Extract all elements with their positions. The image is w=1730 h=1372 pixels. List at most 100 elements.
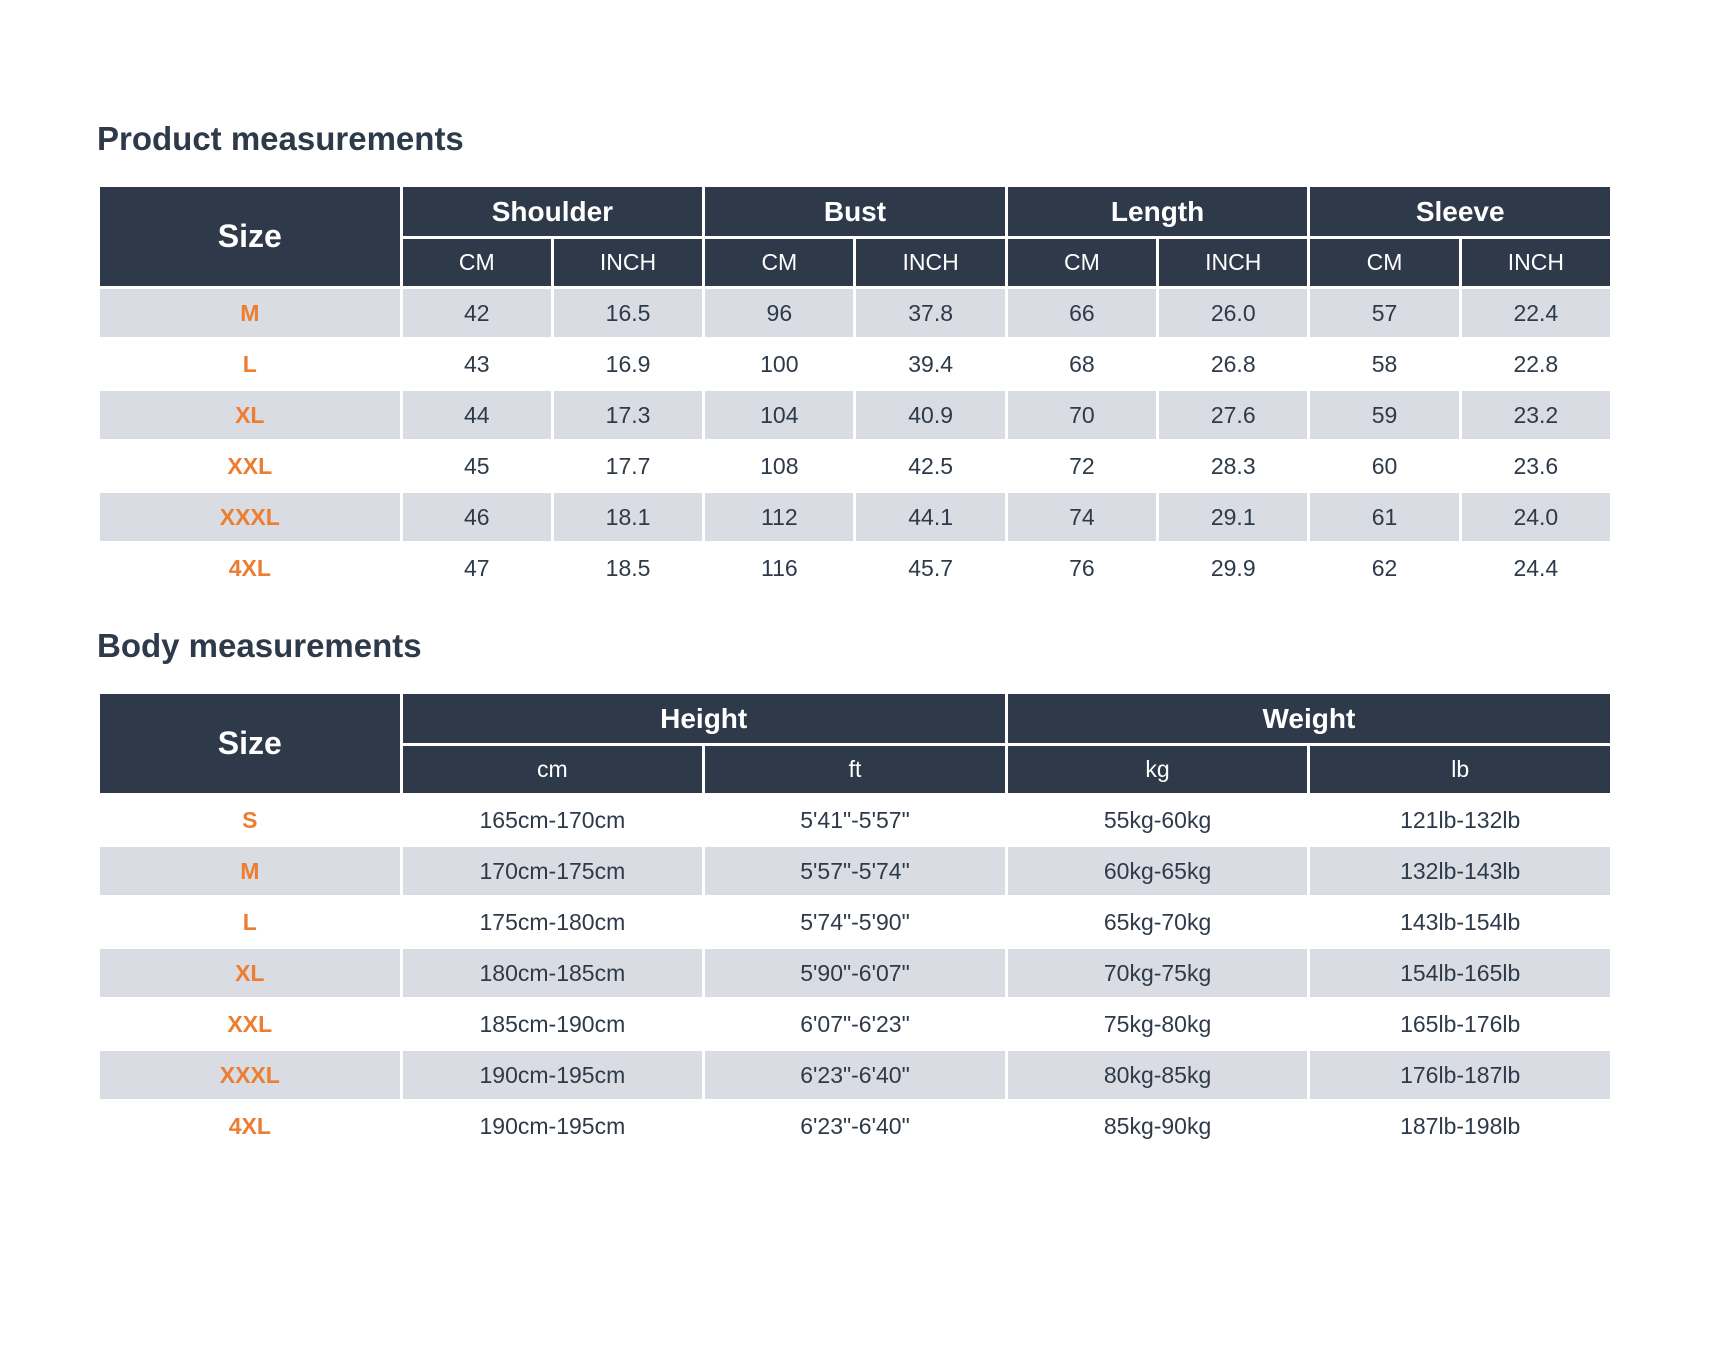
size-cell: XXXL [97, 490, 403, 544]
value-cell: 5'41"-5'57" [702, 793, 1008, 847]
value-cell: 154lb-165lb [1307, 946, 1613, 1000]
value-cell: 175cm-180cm [399, 895, 706, 949]
weight-lb-header: lb [1307, 743, 1613, 796]
sleeve-inch-header: INCH [1458, 236, 1614, 289]
value-cell: 66 [1004, 286, 1160, 340]
size-cell: 4XL [97, 541, 403, 595]
value-cell: 58 [1307, 337, 1462, 391]
value-cell: 74 [1004, 490, 1160, 544]
size-cell: XXL [97, 439, 403, 493]
size-cell: L [97, 895, 403, 949]
value-cell: 18.5 [550, 541, 706, 595]
size-cell: M [97, 844, 403, 898]
value-cell: 43 [399, 337, 554, 391]
table-row: XXL 185cm-190cm 6'07"-6'23" 75kg-80kg 165lb-… [97, 997, 1613, 1051]
value-cell: 28.3 [1156, 439, 1311, 493]
value-cell: 42 [399, 286, 554, 340]
value-cell: 187lb-198lb [1307, 1099, 1613, 1153]
size-cell: XL [97, 946, 403, 1000]
length-column-header: Length [1004, 184, 1311, 239]
value-cell: 5'90"-6'07" [702, 946, 1008, 1000]
value-cell: 27.6 [1156, 388, 1311, 442]
product-measurements-title: Product measurements [97, 120, 464, 157]
value-cell: 170cm-175cm [399, 844, 706, 898]
value-cell: 165lb-176lb [1307, 997, 1613, 1051]
value-cell: 40.9 [853, 388, 1008, 442]
value-cell: 6'23"-6'40" [702, 1048, 1008, 1102]
value-cell: 180cm-185cm [399, 946, 706, 1000]
table-row: XL 180cm-185cm 5'90"-6'07" 70kg-75kg 154lb-1… [97, 946, 1613, 1000]
table-row: XXXL 46 18.1 112 44.1 74 29.1 61 24.0 [97, 490, 1614, 544]
value-cell: 143lb-154lb [1307, 895, 1613, 949]
height-cm-header: cm [399, 743, 706, 796]
size-cell: 4XL [97, 1099, 403, 1153]
sleeve-cm-header: CM [1307, 236, 1462, 289]
value-cell: 116 [702, 541, 857, 595]
size-cell: L [97, 337, 403, 391]
size-cell: XL [97, 388, 403, 442]
value-cell: 121lb-132lb [1307, 793, 1613, 847]
value-cell: 47 [399, 541, 554, 595]
size-column-header: Size [97, 184, 403, 289]
size-column-header: Size [97, 691, 403, 796]
value-cell: 17.7 [550, 439, 706, 493]
weight-kg-header: kg [1004, 743, 1311, 796]
value-cell: 59 [1307, 388, 1462, 442]
table-row: M 42 16.5 96 37.8 66 26.0 57 22.4 [97, 286, 1614, 340]
value-cell: 76 [1004, 541, 1160, 595]
value-cell: 70 [1004, 388, 1160, 442]
value-cell: 100 [702, 337, 857, 391]
value-cell: 104 [702, 388, 857, 442]
value-cell: 26.8 [1156, 337, 1311, 391]
bust-cm-header: CM [702, 236, 857, 289]
value-cell: 18.1 [550, 490, 706, 544]
shoulder-column-header: Shoulder [399, 184, 706, 239]
value-cell: 80kg-85kg [1004, 1048, 1311, 1102]
body-table-body: S 165cm-170cm 5'41"-5'57" 55kg-60kg 121lb-13… [97, 793, 1613, 1153]
value-cell: 16.9 [550, 337, 706, 391]
value-cell: 72 [1004, 439, 1160, 493]
bust-inch-header: INCH [853, 236, 1008, 289]
value-cell: 55kg-60kg [1004, 793, 1311, 847]
table-row: XXL 45 17.7 108 42.5 72 28.3 60 23.6 [97, 439, 1614, 493]
value-cell: 37.8 [853, 286, 1008, 340]
value-cell: 6'07"-6'23" [702, 997, 1008, 1051]
shoulder-inch-header: INCH [550, 236, 706, 289]
value-cell: 132lb-143lb [1307, 844, 1613, 898]
value-cell: 65kg-70kg [1004, 895, 1311, 949]
value-cell: 57 [1307, 286, 1462, 340]
value-cell: 24.4 [1458, 541, 1614, 595]
value-cell: 24.0 [1458, 490, 1614, 544]
size-cell: M [97, 286, 403, 340]
value-cell: 60 [1307, 439, 1462, 493]
value-cell: 45.7 [853, 541, 1008, 595]
size-cell: S [97, 793, 403, 847]
value-cell: 22.4 [1458, 286, 1614, 340]
value-cell: 23.6 [1458, 439, 1614, 493]
value-cell: 26.0 [1156, 286, 1311, 340]
value-cell: 22.8 [1458, 337, 1614, 391]
value-cell: 39.4 [853, 337, 1008, 391]
value-cell: 62 [1307, 541, 1462, 595]
value-cell: 112 [702, 490, 857, 544]
sleeve-column-header: Sleeve [1307, 184, 1613, 239]
value-cell: 190cm-195cm [399, 1048, 706, 1102]
value-cell: 61 [1307, 490, 1462, 544]
value-cell: 75kg-80kg [1004, 997, 1311, 1051]
size-cell: XXXL [97, 1048, 403, 1102]
value-cell: 45 [399, 439, 554, 493]
table-row: XXXL 190cm-195cm 6'23"-6'40" 80kg-85kg 176lb… [97, 1048, 1613, 1102]
body-measurements-title: Body measurements [97, 627, 422, 664]
value-cell: 190cm-195cm [399, 1099, 706, 1153]
height-ft-header: ft [702, 743, 1008, 796]
table-row: S 165cm-170cm 5'41"-5'57" 55kg-60kg 121lb-13… [97, 793, 1613, 847]
body-measurements-table: Size Height Weight cm ft kg lb S 165cm-17… [97, 691, 1614, 1153]
table-row: L 175cm-180cm 5'74"-5'90" 65kg-70kg 143lb-15… [97, 895, 1613, 949]
value-cell: 46 [399, 490, 554, 544]
bust-column-header: Bust [702, 184, 1008, 239]
value-cell: 16.5 [550, 286, 706, 340]
value-cell: 108 [702, 439, 857, 493]
product-measurements-table: Size Shoulder Bust Length Sleeve CM INCH… [97, 184, 1614, 595]
value-cell: 70kg-75kg [1004, 946, 1311, 1000]
